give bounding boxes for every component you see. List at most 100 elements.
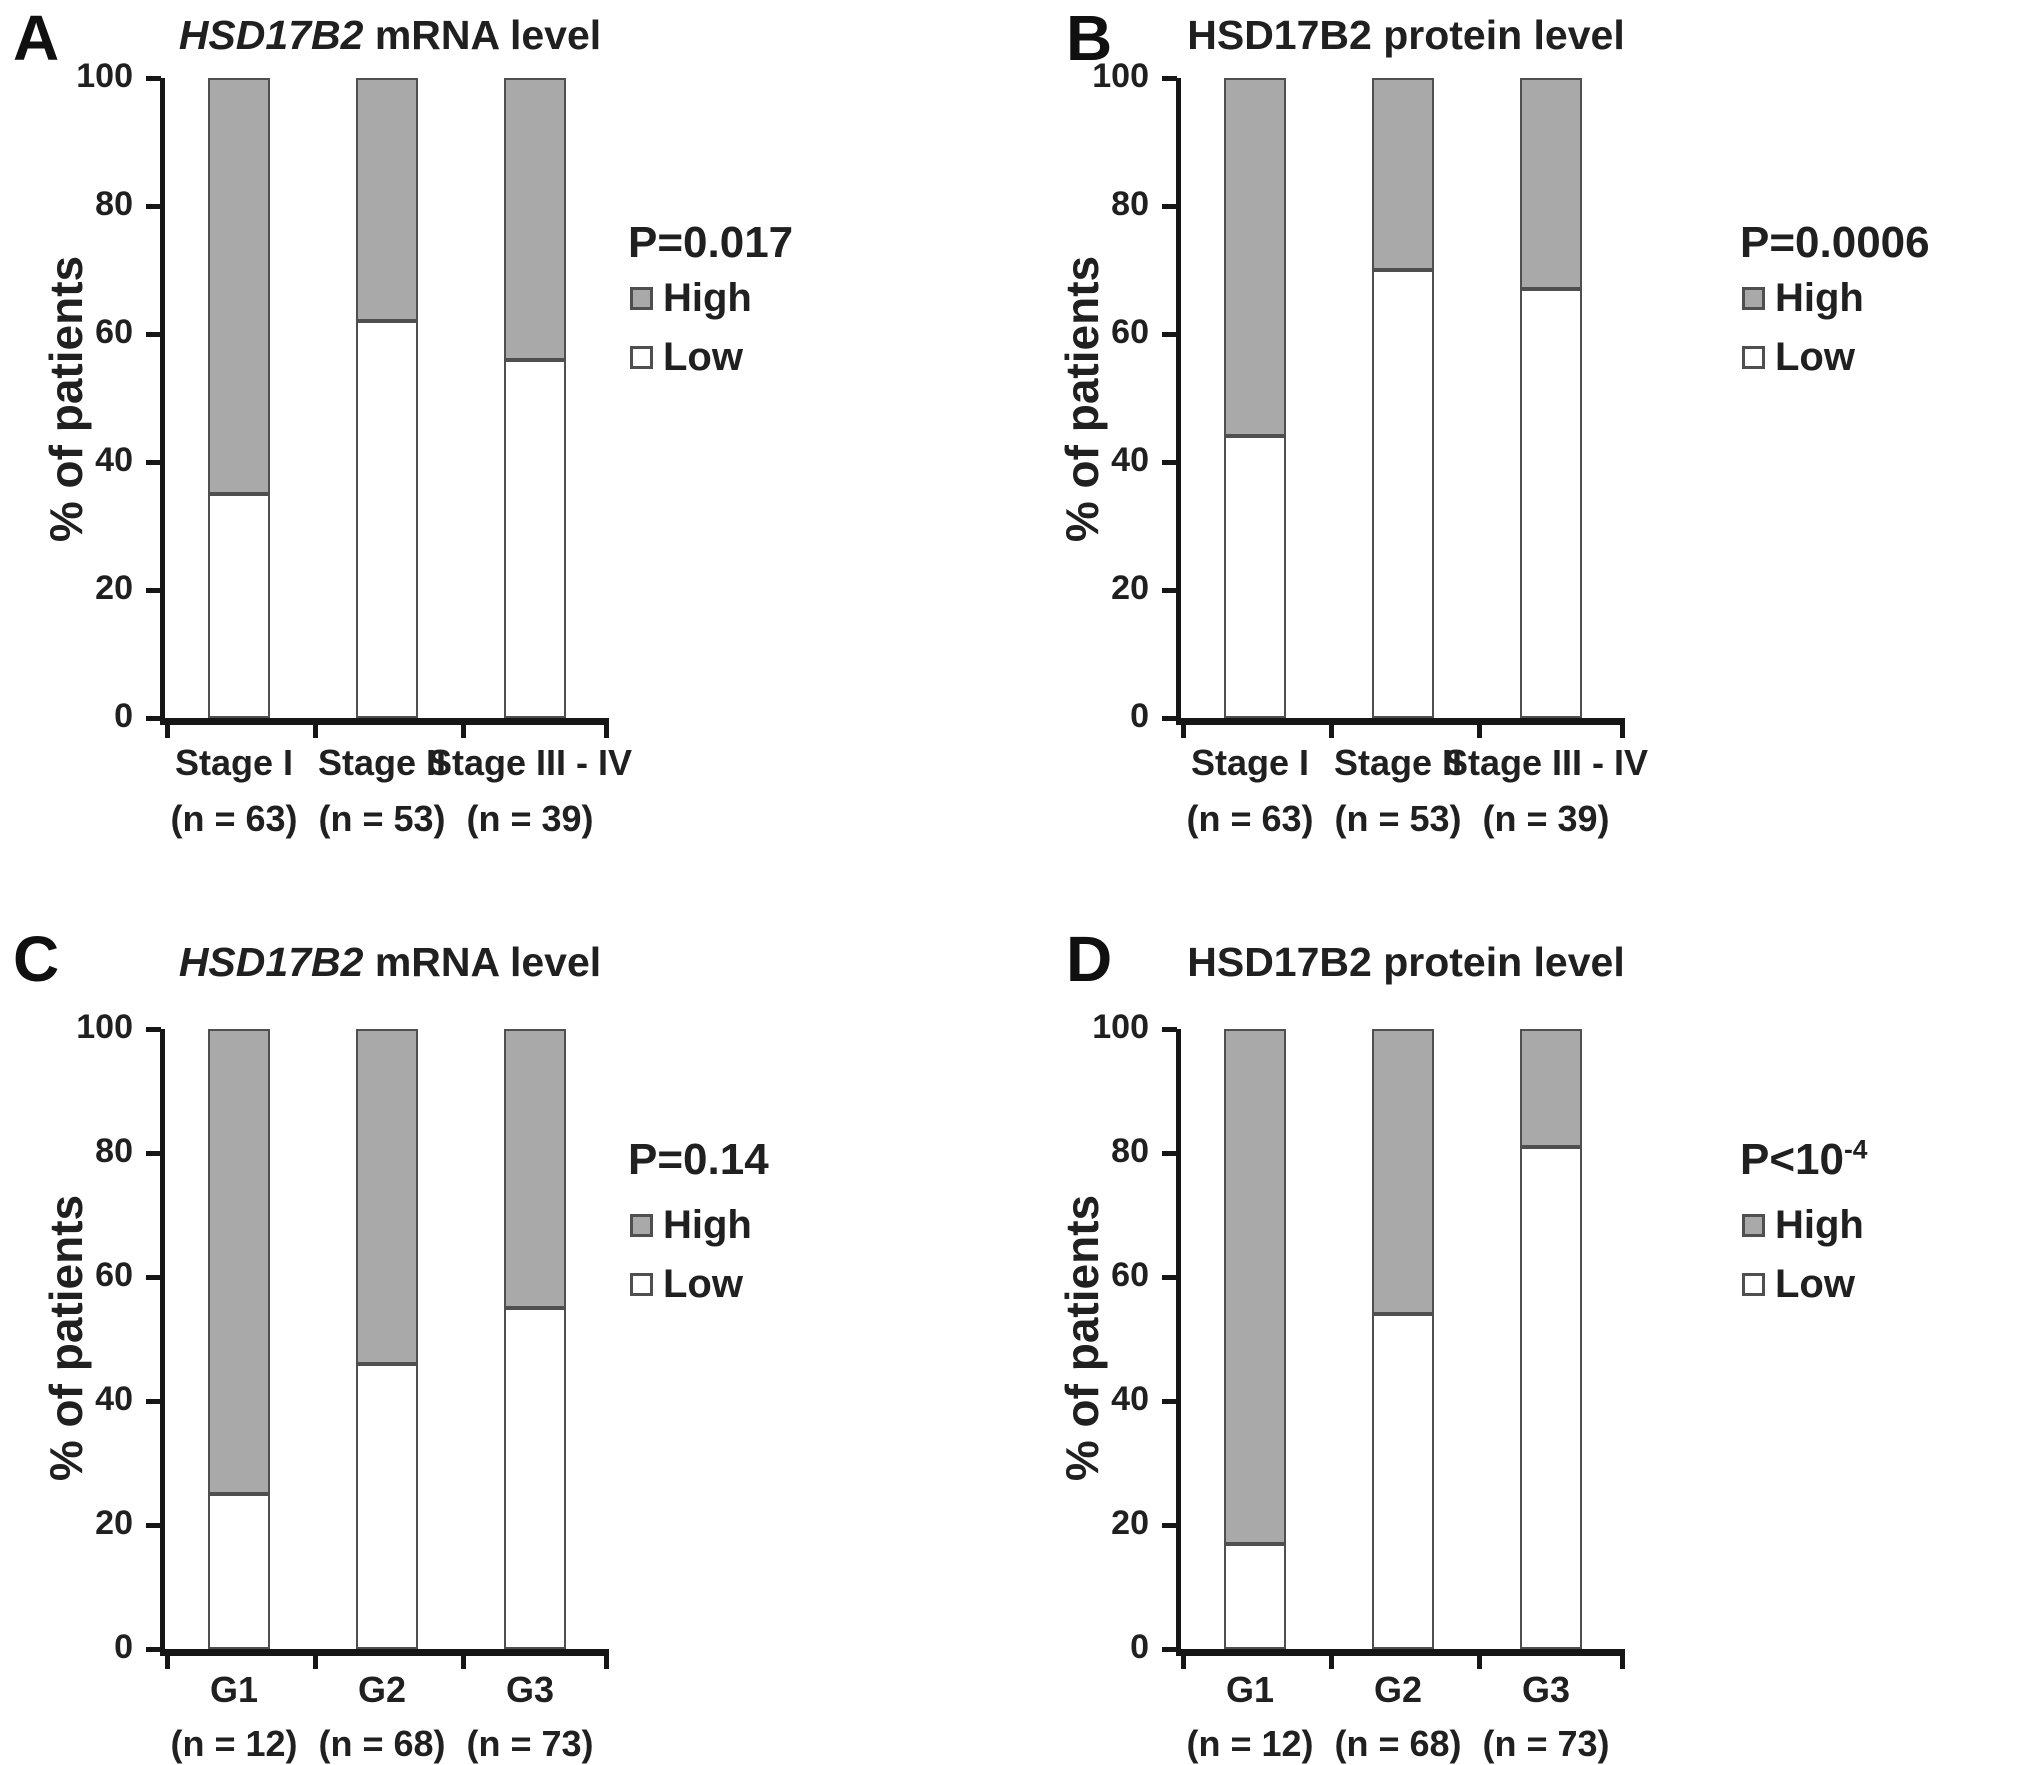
y-tick-label: 0 (114, 1628, 133, 1666)
p-value-text: P=0.017 (628, 218, 794, 267)
bar-segment-high (208, 1029, 270, 1494)
chart-title-suffix: protein level (1371, 939, 1625, 985)
plot-area: 0 20 40 60 80 100 (76, 1010, 609, 1669)
x-category-label: Stage I (174, 742, 294, 783)
high-swatch (630, 1214, 653, 1237)
y-tick (1162, 459, 1177, 465)
p-value-text: P=0.0006 (1740, 218, 1930, 267)
legend-item-high: High (630, 1203, 752, 1248)
legend-item-low: Low (630, 1262, 752, 1307)
x-n-label: (n = 12) (170, 1723, 298, 1764)
panel-a: A HSD17B2 mRNA level % of patients 0 20 40… (0, 0, 1015, 882)
y-tick (146, 1274, 161, 1280)
legend-low-label: Low (1775, 1262, 1855, 1306)
y-tick (146, 1398, 161, 1404)
y-tick-label: 40 (95, 1380, 133, 1418)
x-tick (1477, 725, 1482, 738)
x-n-label: (n = 39) (1482, 798, 1610, 839)
x-category-label: Stage I (1190, 742, 1310, 783)
gene-name: HSD17B2 (1187, 939, 1372, 985)
x-n-label: (n = 73) (1482, 1723, 1610, 1764)
y-tick (1162, 1398, 1177, 1404)
p-value: P=0.017 (628, 218, 793, 268)
legend-high-label: High (1775, 276, 1864, 320)
x-n-label: (n = 63) (1186, 798, 1314, 839)
bar-segment-high (356, 78, 418, 322)
x-tick (165, 725, 170, 738)
x-tick (313, 1656, 318, 1669)
x-category-label: Stage III - IV (1443, 742, 1649, 783)
y-axis-label: % of patients (1056, 1194, 1108, 1482)
y-tick (146, 587, 161, 593)
y-tick (1162, 1026, 1177, 1032)
bar-segment-low (1372, 270, 1434, 718)
bar-segment-high (1372, 78, 1434, 270)
x-tick (1620, 725, 1625, 738)
x-tick (1620, 1656, 1625, 1669)
gene-name: HSD17B2 (178, 12, 364, 58)
legend-low-label: Low (663, 1262, 743, 1306)
y-tick (1162, 1522, 1177, 1528)
high-swatch (1742, 287, 1765, 310)
y-tick (146, 715, 161, 721)
bar-segment-low (208, 494, 270, 718)
y-tick-label: 40 (1111, 1380, 1149, 1418)
y-tick (146, 459, 161, 465)
x-category-label: G1 (209, 1669, 259, 1710)
y-tick (146, 331, 161, 337)
y-tick-label: 60 (1111, 313, 1149, 351)
y-tick-label: 60 (1111, 1256, 1149, 1294)
y-tick-label: 80 (95, 185, 133, 223)
panel-letter: D (1066, 923, 1113, 995)
y-tick (146, 1026, 161, 1032)
y-tick-label: 0 (1130, 1628, 1149, 1666)
chart-title: HSD17B2 protein level (1136, 939, 1676, 986)
y-tick (1162, 1150, 1177, 1156)
bar-segment-low (504, 1308, 566, 1649)
legend: High Low (1742, 1203, 1864, 1307)
legend-item-low: Low (630, 335, 752, 380)
bar-segment-high (1224, 78, 1286, 437)
y-tick-label: 60 (95, 1256, 133, 1294)
x-category-label: Stage III - IV (427, 742, 633, 783)
x-tick (461, 725, 466, 738)
plot-area: 0 20 40 60 80 100 (1092, 59, 1625, 738)
y-axis-label: % of patients (40, 255, 92, 543)
y-tick-label: 20 (1111, 1504, 1149, 1542)
y-tick (146, 1646, 161, 1652)
y-tick-label: 80 (95, 1132, 133, 1170)
y-tick-label: 80 (1111, 185, 1149, 223)
plot-area: 0 20 40 60 80 100 (1092, 1010, 1625, 1669)
x-category-label: Stage II (317, 742, 447, 783)
p-value-text: P<10 (1740, 1135, 1844, 1184)
y-tick-label: 100 (76, 57, 133, 95)
legend-item-high: High (1742, 1203, 1864, 1248)
bar-segment-high (1520, 78, 1582, 290)
x-tick (313, 725, 318, 738)
legend-item-low: Low (1742, 335, 1864, 380)
low-swatch (1742, 1273, 1765, 1296)
x-n-label: (n = 73) (466, 1723, 594, 1764)
p-value: P=0.0006 (1740, 218, 1930, 268)
legend-high-label: High (1775, 1203, 1864, 1247)
bar-segment-low (1224, 436, 1286, 718)
bar-segment-high (1224, 1029, 1286, 1544)
legend: High Low (630, 1203, 752, 1307)
panel-b: B HSD17B2 protein level % of patients 0 2… (1016, 0, 2031, 882)
y-tick-label: 60 (95, 313, 133, 351)
low-swatch (630, 1273, 653, 1296)
y-tick-label: 20 (95, 569, 133, 607)
x-n-label: (n = 39) (466, 798, 594, 839)
y-tick (1162, 75, 1177, 81)
bar-segment-high (356, 1029, 418, 1364)
y-tick-label: 40 (95, 441, 133, 479)
bar-segment-high (504, 78, 566, 360)
chart-title-suffix: mRNA level (363, 939, 602, 985)
y-axis-label: % of patients (1056, 255, 1108, 543)
bar-segment-low (1224, 1543, 1286, 1649)
y-tick (1162, 331, 1177, 337)
x-n-label: (n = 68) (1334, 1723, 1462, 1764)
x-category-label: G2 (1373, 1669, 1423, 1710)
y-tick (1162, 1646, 1177, 1652)
legend-high-label: High (663, 1203, 752, 1247)
